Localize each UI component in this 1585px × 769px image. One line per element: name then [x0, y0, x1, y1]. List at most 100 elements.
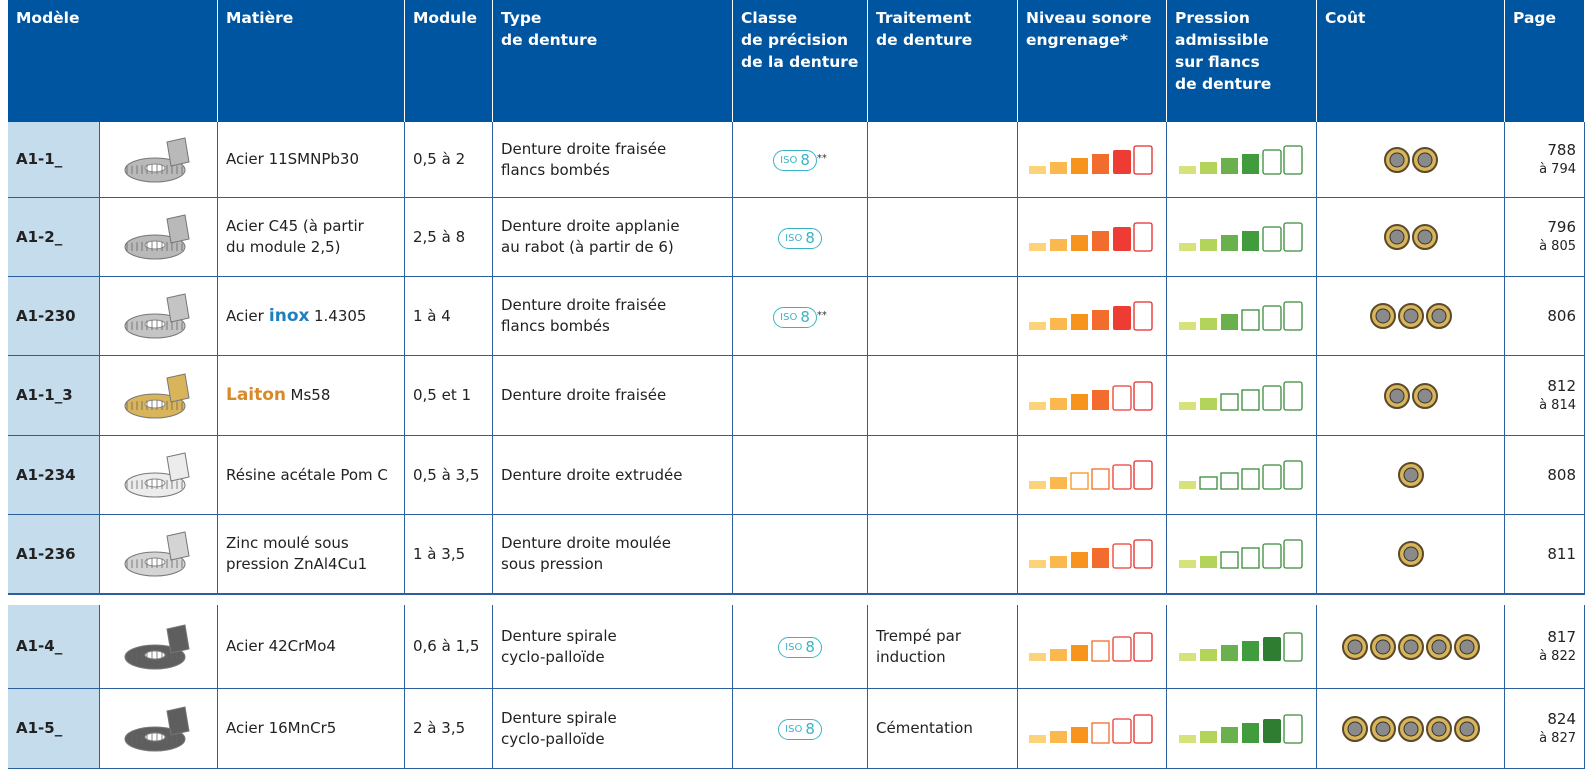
page: 811 [1505, 515, 1585, 594]
level-box-filled [1029, 166, 1046, 174]
level-box-empty [1263, 150, 1281, 174]
level-indicator [1177, 538, 1307, 570]
coin-face [1432, 640, 1446, 654]
column-header: Page [1505, 0, 1585, 122]
level-indicator [1177, 631, 1307, 663]
iso-note: ** [817, 153, 827, 164]
header-line: Type [501, 7, 724, 29]
module: 1 à 4 [405, 277, 493, 356]
cost-coins [1397, 539, 1425, 569]
module-text: 1 à 3,5 [413, 544, 484, 565]
level-box-filled [1050, 398, 1067, 410]
level-box-empty [1263, 544, 1281, 568]
material-text: Laiton [226, 385, 286, 405]
level-box-empty [1221, 394, 1238, 410]
treatment-line: induction [876, 647, 1009, 668]
level-indicator [1177, 221, 1307, 253]
noise [1018, 356, 1167, 436]
material: Acier 16MnCr5 [218, 689, 405, 769]
level-box-empty [1092, 723, 1109, 743]
level-box-empty [1134, 146, 1152, 174]
coin-face [1390, 389, 1404, 403]
page-line: à 814 [1539, 396, 1576, 415]
level-box-empty [1113, 386, 1131, 410]
level-box-filled [1092, 231, 1109, 251]
level-box-empty [1284, 146, 1302, 174]
material: Acier 42CrMo4 [218, 605, 405, 689]
material-line: Acier 42CrMo4 [226, 636, 396, 657]
level-box-empty [1263, 306, 1281, 330]
level-box-empty [1113, 719, 1131, 743]
header-line: de denture [876, 29, 1009, 51]
level-box-empty [1134, 382, 1152, 410]
level-box-filled [1200, 649, 1217, 661]
precision-wrap: ISO8** [773, 305, 827, 328]
material-text: Acier 42CrMo4 [226, 637, 336, 655]
page: 812à 814 [1505, 356, 1585, 436]
header-line: Matière [226, 7, 396, 29]
gear-icon [119, 284, 199, 348]
model-code: A1-1_ [16, 149, 91, 170]
level-box-empty [1242, 548, 1259, 568]
gear-image [100, 277, 218, 356]
level-box-filled [1200, 398, 1217, 410]
toothing: Denture droite mouléesous pression [493, 515, 733, 594]
column-header: Matière [218, 0, 405, 122]
header-line: Traitement [876, 7, 1009, 29]
toothing-line: Denture spirale [501, 626, 724, 647]
pressure [1167, 277, 1317, 356]
level-box-filled [1200, 556, 1217, 568]
cost-coins [1383, 381, 1439, 411]
level-box-filled [1263, 719, 1281, 743]
level-box-empty [1242, 310, 1259, 330]
level-box-filled [1200, 318, 1217, 330]
gear-image [100, 605, 218, 689]
material: Zinc moulé souspression ZnAl4Cu1 [218, 515, 405, 594]
noise [1018, 689, 1167, 769]
level-box-empty [1284, 223, 1302, 251]
level-box-filled [1221, 314, 1238, 330]
coin-face [1432, 722, 1446, 736]
level-box-filled [1092, 310, 1109, 330]
pressure [1167, 605, 1317, 689]
level-box-empty [1092, 469, 1109, 489]
level-indicator [1027, 631, 1157, 663]
coin-face [1404, 640, 1418, 654]
treatment [868, 515, 1018, 594]
level-box-empty [1284, 633, 1302, 661]
iso-label: ISO [785, 228, 802, 249]
level-box-filled [1050, 477, 1067, 489]
coin-face [1390, 153, 1404, 167]
gear-pinion [167, 707, 189, 735]
precision [733, 356, 868, 436]
gear-image [100, 689, 218, 769]
level-box-empty [1134, 540, 1152, 568]
gear-image [100, 356, 218, 436]
level-box-filled [1242, 154, 1259, 174]
level-box-filled [1179, 481, 1196, 489]
level-indicator [1177, 300, 1307, 332]
module-text: 0,5 à 3,5 [413, 465, 484, 486]
level-box-empty [1071, 473, 1088, 489]
header-line: Pression [1175, 7, 1308, 29]
model: A1-1_ [8, 122, 100, 198]
coin-face [1404, 309, 1418, 323]
separator [8, 594, 1585, 595]
gear-icon [119, 615, 199, 679]
level-box-filled [1092, 390, 1109, 410]
model-code: A1-230 [16, 306, 91, 327]
level-box-empty [1242, 390, 1259, 410]
material: Acier C45 (à partirdu module 2,5) [218, 198, 405, 277]
gear-image [100, 122, 218, 198]
level-box-filled [1179, 653, 1196, 661]
level-box-filled [1071, 727, 1088, 743]
gear-pinion [167, 625, 189, 653]
level-indicator [1177, 713, 1307, 745]
iso-grade: 8 [805, 228, 815, 249]
page: 824à 827 [1505, 689, 1585, 769]
level-box-empty [1263, 386, 1281, 410]
column-header: Coût [1317, 0, 1505, 122]
level-box-filled [1050, 731, 1067, 743]
